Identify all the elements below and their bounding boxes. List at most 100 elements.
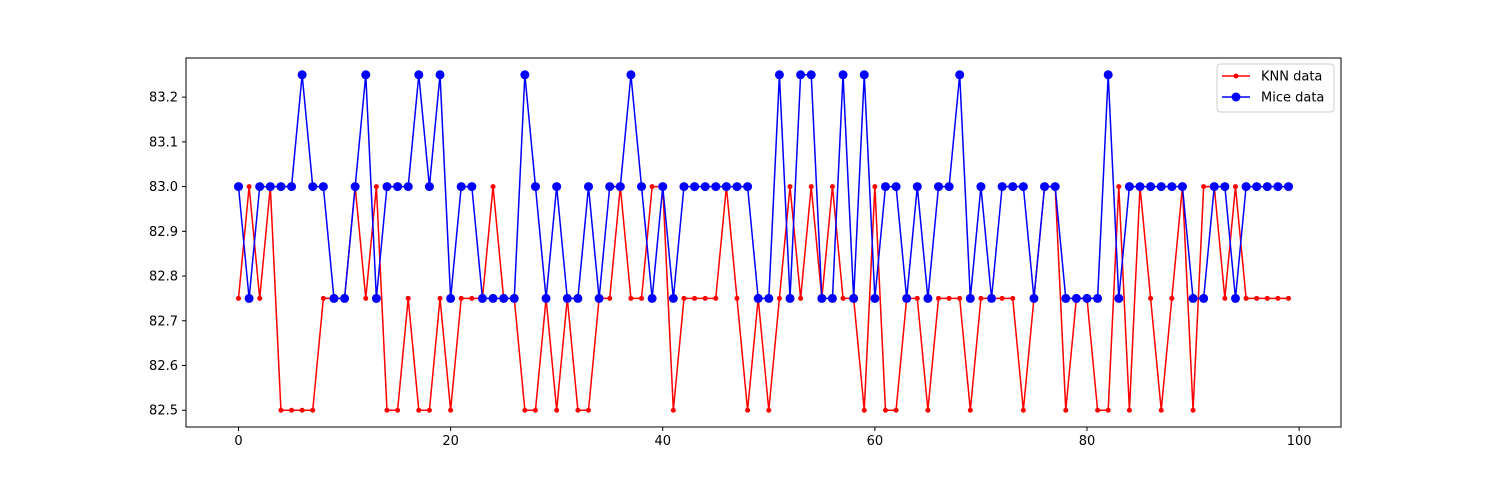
data-point-mice-data [647, 293, 657, 303]
data-point-mice-data [626, 70, 636, 80]
data-point-mice-data [1156, 182, 1166, 192]
data-point-knn-data [808, 184, 814, 190]
data-point-mice-data [318, 182, 328, 192]
data-point-mice-data [340, 293, 350, 303]
y-tick-label: 82.8 [149, 270, 178, 285]
data-point-mice-data [562, 293, 572, 303]
data-point-mice-data [806, 70, 816, 80]
data-point-mice-data [329, 293, 339, 303]
ticks-layer: 0 20 40 60 80 100 82.5 82.6 82.7 82.8 82.9 83.0 83.1… [149, 91, 1311, 449]
data-point-knn-data [745, 407, 751, 413]
data-point-knn-data [946, 295, 952, 301]
data-point-mice-data [1241, 182, 1251, 192]
data-point-knn-data [1116, 184, 1122, 190]
data-point-mice-data [1093, 293, 1103, 303]
x-tick-label: 60 [867, 434, 884, 449]
series-layer [234, 70, 1293, 413]
data-point-mice-data [1050, 182, 1060, 192]
data-point-mice-data [552, 182, 562, 192]
data-point-mice-data [987, 293, 997, 303]
y-tick-label: 83.1 [149, 135, 178, 150]
data-point-knn-data [607, 295, 613, 301]
data-point-knn-data [1264, 295, 1270, 301]
data-point-mice-data [1220, 182, 1230, 192]
data-point-mice-data [1273, 182, 1283, 192]
data-point-mice-data [1209, 182, 1219, 192]
data-point-mice-data [1071, 293, 1081, 303]
data-point-knn-data [798, 295, 804, 301]
data-point-mice-data [1146, 182, 1156, 192]
data-point-knn-data [925, 407, 931, 413]
data-point-mice-data [827, 293, 837, 303]
data-point-knn-data [713, 295, 719, 301]
data-point-knn-data [893, 407, 899, 413]
data-point-knn-data [978, 295, 984, 301]
data-point-mice-data [838, 70, 848, 80]
series-line-mice-data [237, 74, 1289, 300]
data-point-knn-data [1190, 407, 1196, 413]
data-point-knn-data [957, 295, 963, 301]
data-point-knn-data [882, 407, 888, 413]
data-point-mice-data [1029, 293, 1039, 303]
data-point-knn-data [999, 295, 1005, 301]
data-point-mice-data [382, 182, 392, 192]
data-point-knn-data [776, 295, 782, 301]
data-point-knn-data [1222, 295, 1228, 301]
plot-area-frame [185, 57, 1342, 428]
data-point-mice-data [997, 182, 1007, 192]
data-point-mice-data [1103, 70, 1113, 80]
data-point-mice-data [1199, 293, 1209, 303]
data-point-knn-data [1232, 184, 1238, 190]
data-point-mice-data [1114, 293, 1124, 303]
data-point-knn-data [1148, 295, 1154, 301]
data-point-mice-data [1252, 182, 1262, 192]
data-point-knn-data [1254, 295, 1260, 301]
data-point-knn-data [829, 184, 835, 190]
data-point-knn-data [289, 407, 295, 413]
data-point-knn-data [458, 295, 464, 301]
data-point-mice-data [424, 182, 434, 192]
data-point-mice-data [902, 293, 912, 303]
data-point-mice-data [668, 293, 678, 303]
data-point-knn-data [787, 184, 793, 190]
legend-mice-label: Mice data [1261, 91, 1324, 106]
data-point-mice-data [541, 293, 551, 303]
data-point-mice-data [1167, 182, 1177, 192]
data-point-mice-data [679, 182, 689, 192]
data-point-knn-data [670, 407, 676, 413]
data-point-knn-data [1010, 295, 1016, 301]
data-point-mice-data [488, 293, 498, 303]
data-point-mice-data [912, 182, 922, 192]
data-point-mice-data [520, 70, 530, 80]
data-point-mice-data [721, 182, 731, 192]
data-point-knn-data [437, 295, 443, 301]
data-point-knn-data [416, 407, 422, 413]
series-mice-data [234, 70, 1293, 303]
data-point-mice-data [1082, 293, 1092, 303]
data-point-knn-data [310, 407, 316, 413]
data-point-mice-data [785, 293, 795, 303]
data-point-mice-data [1177, 182, 1187, 192]
data-point-mice-data [1188, 293, 1198, 303]
data-point-knn-data [299, 407, 305, 413]
y-tick-label: 82.7 [149, 314, 178, 329]
legend-entry-knn: KNN data [1222, 70, 1322, 85]
data-point-mice-data [509, 293, 519, 303]
data-point-knn-data [426, 407, 432, 413]
y-tick-label: 83.2 [149, 91, 178, 106]
data-point-mice-data [1008, 182, 1018, 192]
data-point-knn-data [681, 295, 687, 301]
data-point-knn-data [967, 407, 973, 413]
data-point-mice-data [753, 293, 763, 303]
data-point-mice-data [817, 293, 827, 303]
data-point-mice-data [934, 182, 943, 192]
data-point-knn-data [522, 407, 528, 413]
data-point-knn-data [532, 407, 538, 413]
data-point-mice-data [350, 182, 360, 192]
data-point-mice-data [743, 182, 753, 192]
data-point-mice-data [584, 182, 593, 192]
data-point-knn-data [1201, 184, 1207, 190]
data-point-knn-data [1158, 407, 1164, 413]
legend-mice-marker-swatch [1231, 92, 1241, 102]
